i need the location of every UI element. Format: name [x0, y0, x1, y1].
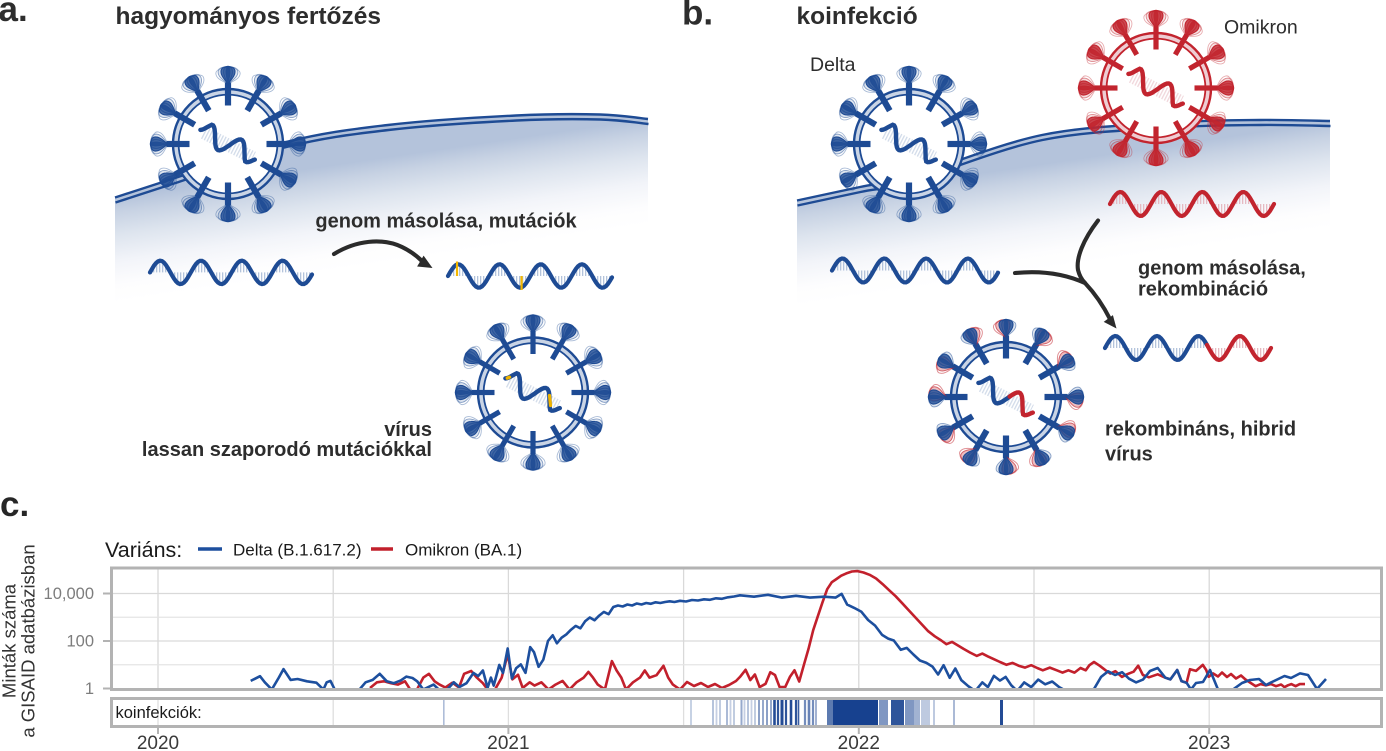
svg-text:lassan szaporodó mutációkkal: lassan szaporodó mutációkkal: [142, 439, 432, 461]
svg-text:rekombináció: rekombináció: [1138, 279, 1268, 301]
svg-text:2021: 2021: [487, 733, 529, 751]
svg-text:hagyományos fertőzés: hagyományos fertőzés: [116, 3, 382, 30]
svg-text:c.: c.: [0, 485, 29, 524]
svg-text:Variáns:: Variáns:: [105, 538, 182, 562]
svg-text:vírus: vírus: [384, 419, 432, 441]
svg-text:genom másolása, mutációk: genom másolása, mutációk: [315, 211, 577, 233]
svg-text:100: 100: [66, 633, 94, 651]
svg-text:rekombináns, hibrid: rekombináns, hibrid: [1105, 419, 1296, 441]
svg-text:a.: a.: [0, 0, 28, 29]
svg-text:2020: 2020: [137, 733, 179, 751]
svg-text:b.: b.: [682, 0, 713, 33]
svg-text:Minták száma: Minták száma: [0, 583, 19, 698]
svg-text:Delta: Delta: [810, 54, 856, 76]
svg-text:Delta (B.1.617.2): Delta (B.1.617.2): [233, 541, 362, 560]
svg-text:vírus: vírus: [1105, 444, 1153, 466]
svg-text:Omikron (BA.1): Omikron (BA.1): [405, 541, 522, 560]
svg-text:1: 1: [85, 680, 94, 698]
svg-text:10,000: 10,000: [44, 585, 94, 603]
svg-text:koinfekció: koinfekció: [797, 3, 918, 30]
svg-text:Omikron: Omikron: [1224, 17, 1298, 39]
svg-text:a GISAID adatbázisban: a GISAID adatbázisban: [17, 544, 38, 737]
svg-text:2023: 2023: [1188, 733, 1230, 751]
svg-text:2022: 2022: [838, 733, 880, 751]
svg-text:koinfekciók:: koinfekciók:: [116, 704, 202, 722]
svg-text:genom másolása,: genom másolása,: [1138, 258, 1306, 280]
